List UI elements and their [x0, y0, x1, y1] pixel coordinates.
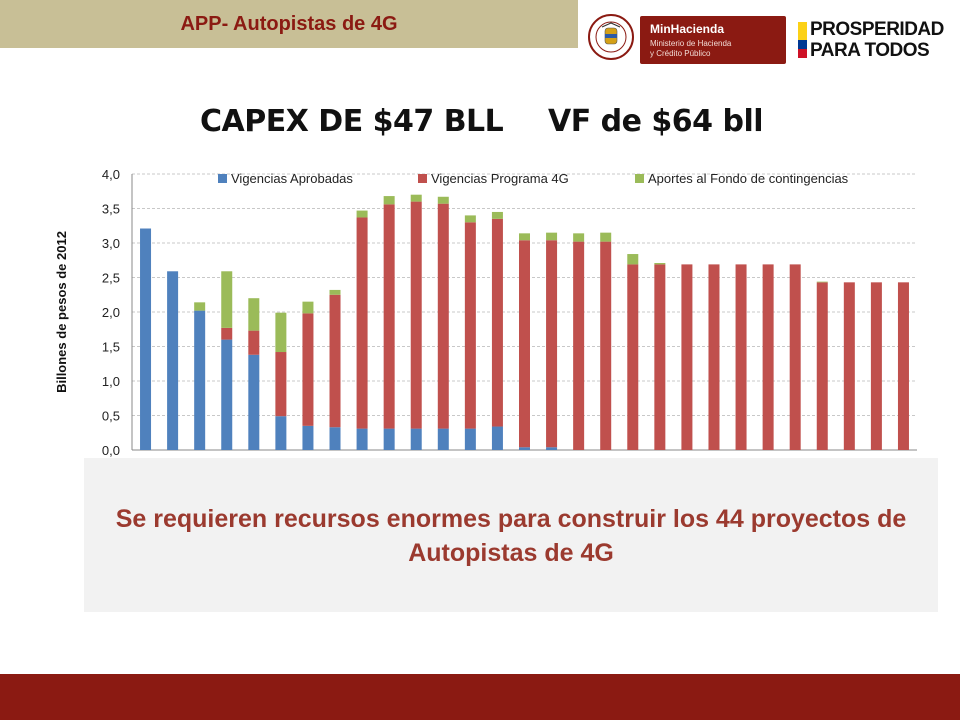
bar-segment-green: [654, 263, 666, 265]
bar-segment-red: [410, 201, 422, 429]
bar-segment-blue: [329, 427, 341, 450]
callout-box: [84, 458, 938, 612]
bar-segment-blue: [410, 428, 422, 450]
bar-segment-green: [573, 233, 585, 242]
bar-segment-red: [789, 264, 801, 450]
ministry-logo-line1: Ministerio de Hacienda: [650, 39, 732, 48]
bar-segment-green: [248, 298, 260, 331]
bar-segment-green: [329, 289, 341, 295]
bar-segment-red: [897, 282, 909, 450]
bar-segment-green: [519, 233, 530, 241]
bar-segment-green: [600, 232, 612, 242]
bar-segment-blue: [519, 447, 530, 450]
bar-segment-green: [221, 271, 233, 328]
bar-segment-green: [627, 254, 639, 265]
footer-bar: [0, 674, 960, 720]
bar-segment-green: [491, 211, 503, 219]
ministry-logo-name: MinHacienda: [650, 22, 725, 36]
bar-segment-blue: [491, 426, 503, 450]
bar-segment-blue: [140, 228, 152, 450]
bar-segment-red: [329, 294, 341, 428]
y-tick-label: 3,0: [102, 236, 120, 251]
legend-label: Aportes al Fondo de contingencias: [648, 171, 849, 186]
bar-segment-red: [302, 313, 314, 426]
bar-segment-red: [383, 204, 395, 429]
chart-background: [84, 150, 938, 458]
legend-swatch: [418, 174, 427, 183]
bar-segment-red: [437, 203, 449, 429]
bar-segment-red: [464, 222, 476, 429]
slogan-line-1: PROSPERIDAD: [810, 19, 944, 40]
slogan-line-2: PARA TODOS: [810, 40, 930, 61]
bar-segment-red: [816, 282, 828, 450]
bar-segment-green: [410, 194, 422, 202]
legend-swatch: [218, 174, 227, 183]
y-axis-label: Billones de pesos de 2012: [54, 231, 69, 393]
slogan-logo: PROSPERIDAD PARA TODOS: [810, 19, 944, 61]
bar-segment-red: [221, 327, 233, 340]
y-tick-label: 2,5: [102, 271, 120, 286]
bar-segment-green: [437, 196, 449, 204]
bar-segment-green: [356, 210, 368, 218]
bar-segment-green: [546, 232, 558, 241]
bar-segment-green: [194, 302, 206, 311]
legend-swatch: [635, 174, 644, 183]
bar-segment-blue: [302, 425, 314, 450]
bar-segment-red: [762, 264, 774, 450]
bar-segment-blue: [437, 428, 449, 450]
header-bar: [0, 0, 578, 48]
bar-segment-red: [573, 241, 585, 450]
capex-heading: CAPEX DE $47 BLL: [200, 104, 504, 139]
bar-segment-blue: [248, 354, 260, 450]
y-tick-label: 3,5: [102, 202, 120, 217]
bar-segment-blue: [167, 271, 179, 450]
bar-segment-green: [816, 281, 828, 283]
y-tick-label: 1,5: [102, 340, 120, 355]
bar-segment-red: [708, 264, 720, 450]
stacked-bar-chart: 0,0 0,5 1,0 1,5 2,0 2,5 3,0 3,5 4,0 Billones de p…: [54, 150, 938, 458]
y-tick-label: 1,0: [102, 374, 120, 389]
bar-segment-blue: [383, 428, 395, 450]
bar-segment-red: [654, 264, 666, 450]
bar-segment-red: [356, 217, 368, 429]
bar-segment-blue: [275, 416, 287, 450]
bar-segment-red: [248, 330, 260, 355]
vf-heading: VF de $64 bll: [548, 104, 764, 139]
bar-segment-red: [735, 264, 747, 450]
bar-segment-red: [600, 241, 612, 450]
ministry-logo: MinHacienda Ministerio de Hacienda y Cré…: [640, 16, 786, 64]
bar-segment-green: [302, 301, 314, 314]
ministry-logo-line2: y Crédito Público: [650, 49, 711, 58]
legend-label: Vigencias Programa 4G: [431, 171, 569, 186]
bar-segment-blue: [194, 310, 206, 450]
bar-segment-red: [627, 264, 639, 450]
y-tick-label: 0,0: [102, 443, 120, 458]
y-tick-label: 4,0: [102, 167, 120, 182]
bar-segment-green: [464, 215, 476, 223]
bar-segment-red: [843, 282, 855, 450]
callout-text: Se requieren recursos enormes para const…: [115, 505, 907, 567]
legend-label: Vigencias Aprobadas: [231, 171, 353, 186]
header-title: APP- Autopistas de 4G: [180, 13, 398, 35]
bar-segment-blue: [356, 428, 368, 450]
colombia-flag-icon: [798, 22, 807, 58]
bar-segment-red: [519, 240, 530, 448]
colombia-seal-icon: [588, 14, 634, 60]
bar-segment-blue: [464, 428, 476, 450]
bar-segment-red: [681, 264, 693, 450]
bar-segment-green: [383, 196, 395, 205]
y-tick-label: 2,0: [102, 305, 120, 320]
bar-segment-blue: [221, 339, 233, 450]
bar-segment-red: [491, 218, 503, 427]
bar-segment-green: [275, 312, 287, 353]
bar-segment-red: [546, 240, 558, 448]
y-tick-label: 0,5: [102, 409, 120, 424]
bar-segment-red: [275, 352, 287, 417]
bar-segment-red: [870, 282, 882, 450]
bar-segment-blue: [546, 447, 558, 450]
